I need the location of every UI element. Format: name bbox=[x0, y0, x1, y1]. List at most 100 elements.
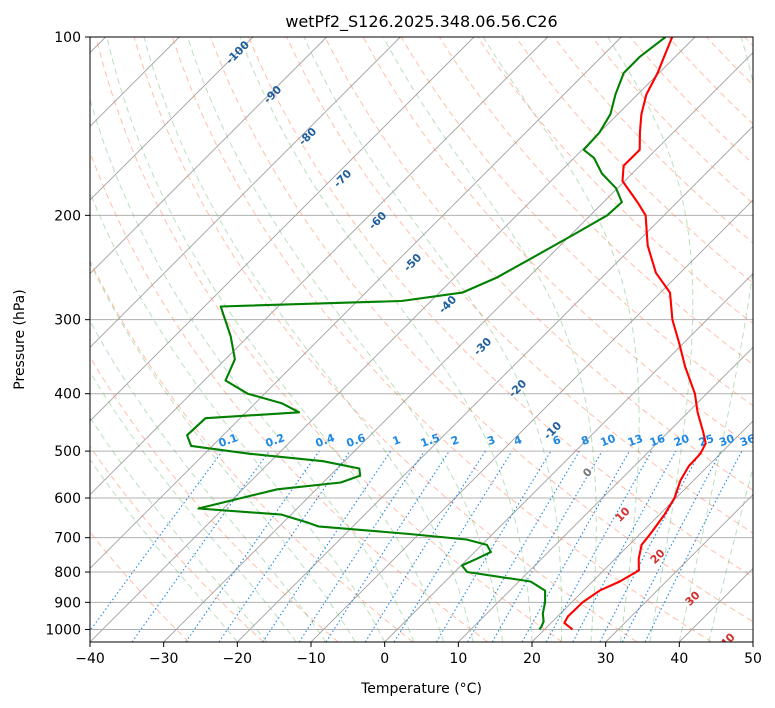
moist-adiabat bbox=[106, 37, 445, 642]
x-tick-label: 10 bbox=[449, 651, 467, 667]
x-tick-label: 40 bbox=[670, 651, 688, 667]
isotherm-line bbox=[90, 37, 254, 201]
mixing-ratio-line bbox=[644, 450, 743, 642]
mixing-ratio-label: 0.6 bbox=[345, 431, 368, 450]
isotherm-line bbox=[605, 494, 753, 642]
y-axis-ticks: 100 200 300 400 500 600 700 800 900 1000 bbox=[45, 30, 90, 638]
dry-adiabat bbox=[210, 37, 753, 623]
dry-adiabat-lines bbox=[90, 37, 753, 642]
y-tick-label: 100 bbox=[54, 30, 81, 46]
chart-title: wetPf2_S126.2025.348.06.56.C26 bbox=[285, 12, 557, 32]
dry-adiabat bbox=[248, 37, 753, 578]
moist-adiabat bbox=[607, 37, 694, 642]
mixing-ratio-label: 1.5 bbox=[419, 431, 442, 450]
moist-adiabat bbox=[90, 370, 297, 642]
mixing-ratio-labels: 0.1 0.2 0.4 0.6 1 1.5 2 3 4 6 8 10 13 16 20 25 30 36 bbox=[217, 431, 757, 450]
dry-adiabat bbox=[133, 37, 638, 642]
moist-adiabat-lines bbox=[90, 37, 753, 642]
moist-adiabat bbox=[482, 37, 640, 642]
isotherm-label: 40 bbox=[718, 630, 738, 650]
isotherm-line bbox=[458, 346, 753, 642]
isotherm-lines bbox=[90, 37, 753, 642]
x-tick-label: −30 bbox=[149, 651, 179, 667]
moist-adiabat bbox=[90, 320, 327, 642]
mixing-ratio-label: 36 bbox=[738, 432, 757, 450]
y-tick-label: 800 bbox=[54, 565, 81, 581]
temperature-profile-line bbox=[563, 37, 707, 631]
mixing-ratio-lines bbox=[90, 450, 743, 642]
y-tick-label: 1000 bbox=[45, 622, 81, 638]
isotherm-line bbox=[531, 420, 753, 642]
x-axis-label: Temperature (°C) bbox=[360, 681, 482, 697]
x-axis-ticks: −40 −30 −20 −10 0 10 20 30 40 50 bbox=[75, 642, 762, 667]
moist-adiabat bbox=[303, 37, 563, 642]
mixing-ratio-line bbox=[262, 450, 392, 642]
mixing-ratio-label: 4 bbox=[512, 433, 524, 448]
dry-adiabat bbox=[95, 37, 563, 642]
mixing-ratio-label: 3 bbox=[485, 433, 497, 448]
mixing-ratio-label: 2 bbox=[449, 433, 461, 448]
mixing-ratio-label: 0.1 bbox=[217, 431, 240, 450]
mixing-ratio-line bbox=[521, 450, 630, 642]
y-tick-label: 300 bbox=[54, 313, 81, 329]
y-tick-label: 400 bbox=[54, 387, 81, 403]
mixing-ratio-label: 6 bbox=[551, 433, 563, 448]
mixing-ratio-line bbox=[393, 450, 513, 642]
mixing-ratio-line bbox=[325, 450, 450, 642]
moist-adiabat bbox=[90, 190, 386, 642]
moist-adiabat bbox=[90, 97, 415, 642]
x-tick-label: −10 bbox=[296, 651, 326, 667]
isotherm-line bbox=[237, 125, 753, 642]
mixing-ratio-line bbox=[90, 450, 223, 632]
mixing-ratio-label: 20 bbox=[672, 432, 691, 450]
moist-adiabat bbox=[90, 416, 268, 642]
moist-adiabat bbox=[90, 458, 238, 642]
profile-series bbox=[186, 37, 707, 631]
moist-adiabat bbox=[678, 37, 753, 642]
dry-adiabat bbox=[591, 37, 753, 204]
mixing-ratio-label: 0.4 bbox=[314, 431, 337, 450]
x-tick-label: 50 bbox=[744, 651, 762, 667]
moist-adiabat bbox=[90, 261, 356, 642]
isotherm-line bbox=[90, 37, 475, 422]
isotherm-line bbox=[163, 52, 753, 642]
mixing-ratio-line bbox=[218, 450, 351, 642]
x-tick-label: 20 bbox=[523, 651, 541, 667]
mixing-ratio-label: 8 bbox=[579, 433, 591, 448]
mixing-ratio-line bbox=[185, 450, 320, 642]
moist-adiabat bbox=[143, 37, 474, 642]
mixing-ratio-line bbox=[298, 450, 425, 642]
isotherm-line bbox=[90, 37, 327, 275]
x-tick-label: −20 bbox=[223, 651, 253, 667]
x-tick-label: 30 bbox=[597, 651, 615, 667]
y-tick-label: 600 bbox=[54, 491, 81, 507]
y-tick-label: 700 bbox=[54, 531, 81, 547]
dry-adiabat bbox=[515, 37, 753, 284]
dry-adiabat bbox=[90, 445, 264, 642]
moist-adiabat bbox=[382, 37, 597, 642]
moist-adiabat bbox=[708, 466, 753, 642]
y-axis-label: Pressure (hPa) bbox=[12, 289, 28, 389]
plot-background bbox=[90, 37, 753, 642]
mixing-ratio-label: 0.2 bbox=[264, 431, 287, 450]
dry-adiabat bbox=[362, 37, 753, 449]
mixing-ratio-label: 30 bbox=[717, 432, 736, 450]
plot-area: -100-90-80-70-60-50-40-30-20-10010203040… bbox=[90, 37, 757, 650]
mixing-ratio-label: 25 bbox=[697, 432, 716, 449]
dry-adiabat bbox=[477, 37, 753, 325]
y-tick-label: 200 bbox=[54, 208, 81, 224]
moist-adiabat bbox=[187, 37, 503, 642]
x-tick-label: 0 bbox=[380, 651, 389, 667]
mixing-ratio-label: 16 bbox=[648, 432, 667, 450]
y-tick-label: 900 bbox=[54, 595, 81, 611]
mixing-ratio-line bbox=[131, 450, 270, 642]
dry-adiabat bbox=[629, 37, 753, 165]
dry-adiabat bbox=[90, 259, 414, 642]
x-tick-label: −40 bbox=[75, 651, 105, 667]
dry-adiabat bbox=[324, 37, 753, 491]
y-tick-label: 500 bbox=[54, 444, 81, 460]
mixing-ratio-label: 10 bbox=[599, 432, 618, 450]
mixing-ratio-line bbox=[545, 450, 653, 642]
mixing-ratio-line bbox=[572, 450, 677, 642]
moist-adiabat bbox=[239, 37, 533, 642]
